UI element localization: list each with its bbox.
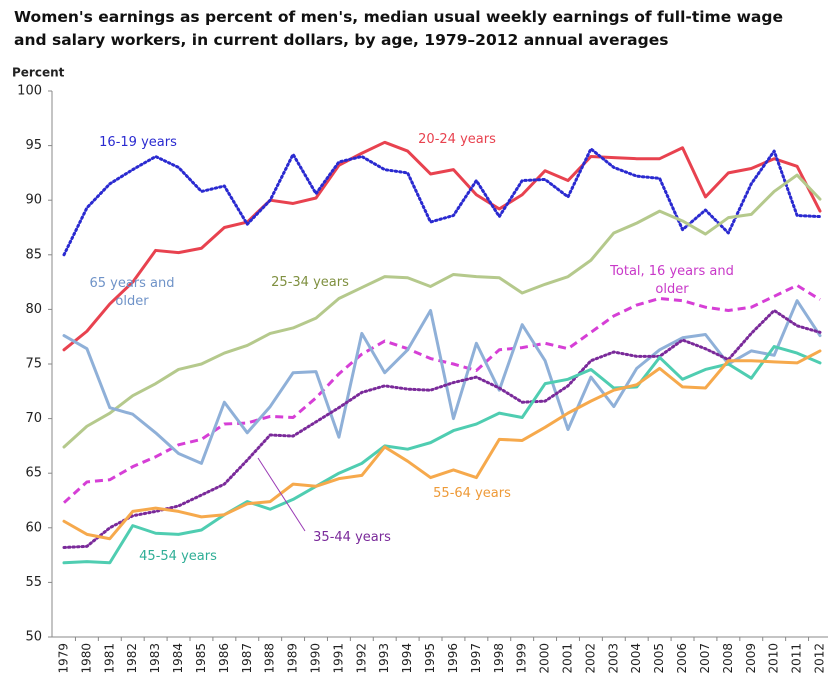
x-tick-label: 1984 (171, 643, 185, 674)
series-label: Total, 16 years and older (610, 264, 734, 297)
series-label: 25-34 years (271, 275, 349, 290)
x-tick-label: 1990 (309, 643, 323, 674)
x-tick-label: 1982 (125, 643, 139, 674)
x-tick-label: 1985 (194, 643, 208, 674)
x-tick-label: 1994 (400, 643, 414, 674)
series-line (62, 140, 822, 352)
x-tick-label: 1991 (331, 643, 345, 674)
series-line (62, 299, 822, 465)
series-line (62, 345, 822, 565)
x-tick-label: 1996 (446, 643, 460, 674)
leader-line (257, 457, 306, 532)
series-line (62, 308, 822, 549)
x-tick-label: 2004 (629, 643, 643, 674)
x-tick-label: 2012 (813, 643, 827, 674)
series-label: 35-44 years (313, 530, 391, 545)
series-line (62, 349, 822, 541)
x-tick-label: 1979 (57, 643, 71, 674)
series-label: 55-64 years (433, 486, 511, 501)
series-line (62, 283, 821, 504)
x-tick-label: 1999 (515, 643, 529, 674)
x-tick-label: 1989 (286, 643, 300, 674)
y-tick-label: 50 (25, 630, 42, 645)
series-label: 16-19 years (99, 135, 177, 150)
x-tick-label: 1987 (240, 643, 254, 674)
x-tick-label: 2003 (606, 643, 620, 674)
x-tick-label: 2010 (767, 643, 781, 674)
x-tick-label: 1995 (423, 643, 437, 674)
series-line (62, 173, 822, 449)
series-label: 20-24 years (418, 132, 496, 147)
x-tick-label: 2006 (675, 643, 689, 674)
x-tick-label: 1980 (79, 643, 93, 674)
x-tick-label: 1981 (102, 643, 116, 674)
x-tick-label: 2007 (698, 643, 712, 674)
y-tick-label: 70 (25, 411, 42, 426)
x-tick-label: 2011 (790, 643, 804, 674)
y-tick-label: 85 (25, 247, 42, 262)
y-tick-label: 55 (25, 575, 42, 590)
x-tick-label: 2008 (721, 643, 735, 674)
x-tick-label: 2009 (744, 643, 758, 674)
x-tick-label: 1986 (217, 643, 231, 674)
x-tick-label: 1997 (469, 643, 483, 674)
x-tick-label: 1993 (377, 643, 391, 674)
x-tick-label: 2000 (538, 643, 552, 674)
y-axis-label: Percent (12, 66, 65, 80)
y-tick-label: 100 (17, 84, 42, 99)
chart-title: Women's earnings as percent of men's, me… (14, 8, 783, 49)
y-tick-label: 80 (25, 302, 42, 317)
y-tick-label: 75 (25, 357, 42, 372)
y-tick-label: 60 (25, 520, 42, 535)
x-tick-label: 2002 (583, 643, 597, 674)
y-tick-label: 65 (25, 466, 42, 481)
y-tick-label: 95 (25, 138, 42, 153)
x-tick-label: 2001 (561, 643, 575, 674)
series-label: 45-54 years (139, 549, 217, 564)
series-line (62, 147, 822, 257)
x-tick-label: 2005 (652, 643, 666, 674)
x-tick-label: 1983 (148, 643, 162, 674)
series-label: 65 years and older (89, 276, 175, 309)
x-tick-label: 1988 (263, 643, 277, 674)
x-tick-label: 1992 (354, 643, 368, 674)
x-tick-label: 1998 (492, 643, 506, 674)
y-tick-label: 90 (25, 193, 42, 208)
